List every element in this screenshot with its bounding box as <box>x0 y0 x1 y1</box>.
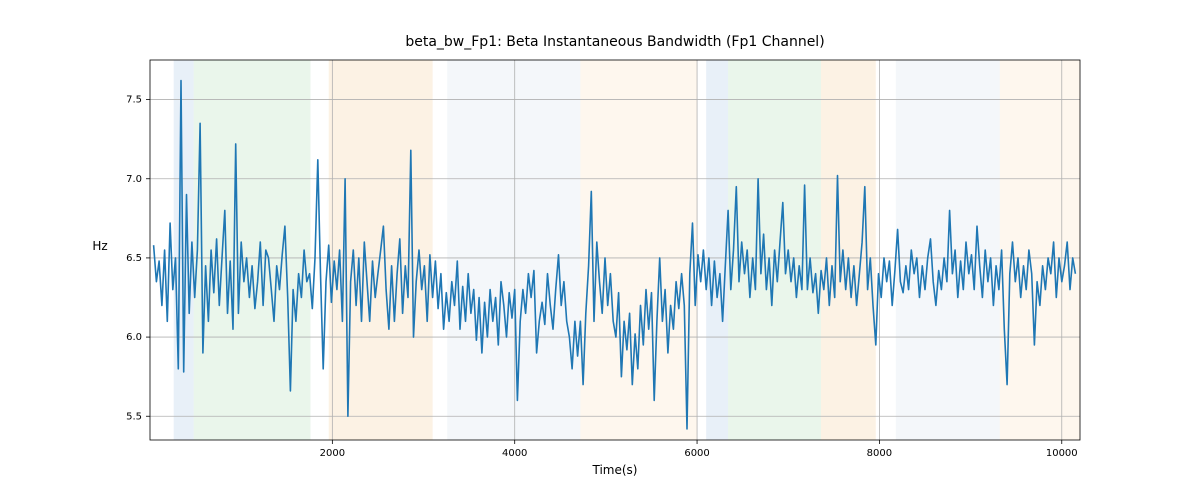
chart-container: 2000 4000 6000 8000 10000 5.5 6.0 6.5 7.0 7.5 Time… <box>0 0 1200 500</box>
y-tick-label: 7.5 <box>126 95 142 106</box>
x-axis-title: Time(s) <box>592 463 638 477</box>
y-tick-label: 6.5 <box>126 253 142 264</box>
x-tick-label: 2000 <box>320 448 345 459</box>
y-tick-label: 7.0 <box>126 174 142 185</box>
span-region <box>706 60 728 440</box>
span-region <box>447 60 580 440</box>
span-region <box>174 60 194 440</box>
y-axis-title: Hz <box>92 239 107 253</box>
chart-svg: 2000 4000 6000 8000 10000 5.5 6.0 6.5 7.0 7.5 Time… <box>0 0 1200 500</box>
y-tick-label: 5.5 <box>126 411 142 422</box>
x-tick-label: 8000 <box>867 448 892 459</box>
x-tick-label: 6000 <box>684 448 709 459</box>
x-tick-label: 10000 <box>1046 448 1078 459</box>
x-tick-label: 4000 <box>502 448 527 459</box>
y-tick-label: 6.0 <box>126 332 142 343</box>
chart-title: beta_bw_Fp1: Beta Instantaneous Bandwidt… <box>405 34 824 50</box>
span-region <box>821 60 876 440</box>
